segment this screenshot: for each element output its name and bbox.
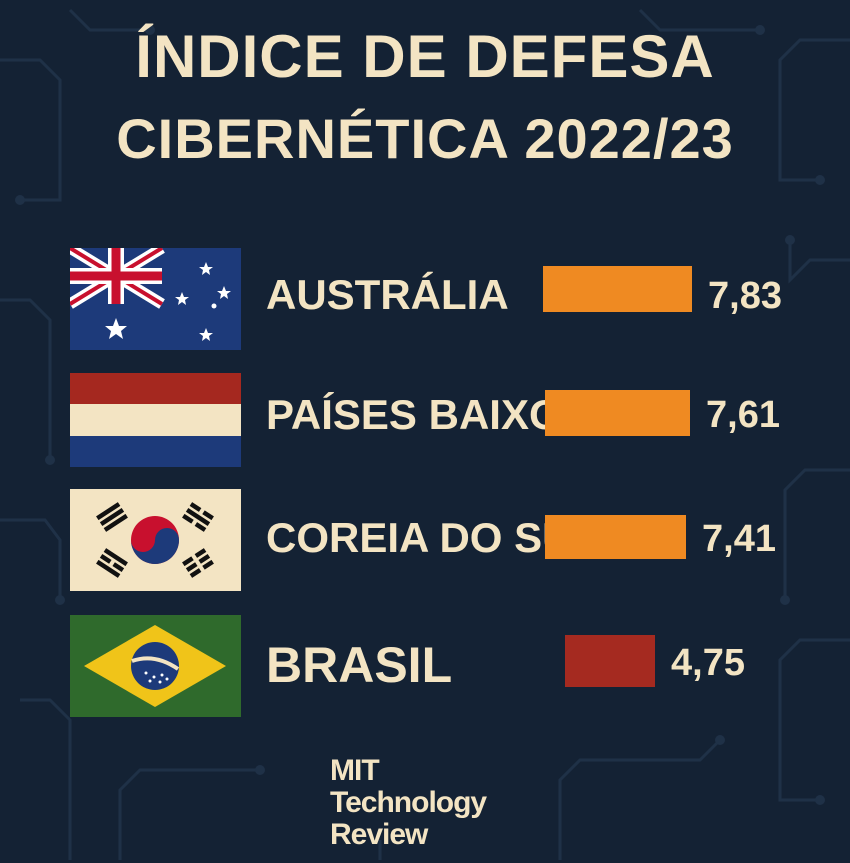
country-row-south-korea: COREIA DO SUL 7,41 <box>0 489 850 591</box>
bar-south-korea <box>545 515 686 559</box>
bar-brazil <box>565 635 655 687</box>
value-label-netherlands: 7,61 <box>706 394 780 436</box>
mit-technology-review-logo: MIT Technology Review <box>330 754 487 851</box>
bar-netherlands <box>545 390 690 436</box>
country-label-netherlands: PAÍSES BAIXOS <box>266 391 590 438</box>
country-label-south-korea: COREIA DO SUL <box>266 514 599 561</box>
logo-line-2: Technology <box>330 786 487 819</box>
logo-line-1: MIT <box>330 754 380 787</box>
country-row-brazil: BRASIL 4,75 <box>0 615 850 717</box>
value-label-brazil: 4,75 <box>671 642 745 684</box>
country-row-netherlands: PAÍSES BAIXOS 7,61 <box>0 373 850 475</box>
bar-australia <box>543 266 692 312</box>
australia-flag-icon <box>70 248 241 350</box>
country-label-brazil: BRASIL <box>266 637 453 693</box>
title-line-2: CIBERNÉTICA 2022/23 <box>116 107 734 170</box>
country-label-australia: AUSTRÁLIA <box>266 271 509 318</box>
value-label-south-korea: 7,41 <box>702 518 776 560</box>
title-line-1: ÍNDICE DE DEFESA <box>135 23 715 90</box>
brazil-flag-icon <box>70 615 241 717</box>
value-label-australia: 7,83 <box>708 275 782 317</box>
south-korea-flag-icon <box>70 489 241 591</box>
netherlands-flag-icon <box>70 373 241 467</box>
country-row-australia: AUSTRÁLIA 7,83 <box>0 248 850 350</box>
logo-line-3: Review <box>330 818 428 851</box>
